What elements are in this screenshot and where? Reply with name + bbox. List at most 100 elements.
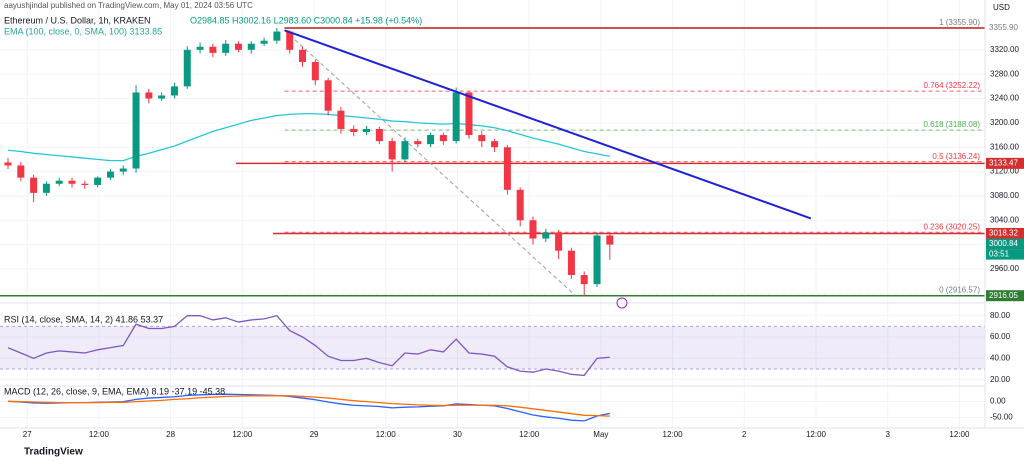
price-tag (986, 22, 1024, 34)
x-tick-label: 12:00 (949, 430, 970, 439)
fib-label: 0.5 (3136.24) (932, 152, 980, 161)
x-tick-label: 12:00 (376, 430, 397, 439)
price-tag (986, 157, 1024, 169)
ohlc: O2984.85 H3002.16 L2983.60 C3000.84 +15.… (190, 15, 422, 25)
candle-body (260, 40, 268, 44)
candle-body (94, 177, 102, 185)
candle-body (439, 135, 447, 142)
candle-body (567, 250, 575, 276)
y-tick-label: 3120.00 (990, 167, 1019, 176)
y-tick-label: 3240.00 (990, 94, 1019, 103)
candle-body (414, 141, 422, 145)
title: Ethereum / U.S. Dollar, 1h, KRAKEN (4, 15, 151, 25)
y-tick-label: 80.00 (990, 311, 1011, 320)
fib-label: 0 (2916.57) (939, 286, 980, 295)
y-tick-label: 3080.00 (990, 191, 1019, 200)
ema-line (7, 113, 610, 162)
candle-body (55, 180, 63, 184)
published: aayushjindal published on TradingView.co… (4, 1, 253, 10)
price-tag-label: 2916.05 (989, 291, 1018, 300)
candle-body (209, 46, 217, 53)
candle-body (427, 135, 435, 145)
x-tick-label: 12:00 (806, 430, 827, 439)
y-tick-label: 3160.00 (990, 142, 1019, 151)
candle-body (388, 141, 396, 160)
trendline (284, 29, 812, 220)
candle-body (42, 183, 50, 193)
countdown: 03:51 (989, 250, 1010, 259)
fib-label: 0.618 (3188.08) (924, 120, 981, 129)
candle-body (491, 141, 499, 148)
candle-body (286, 31, 294, 50)
rsi-band (0, 326, 985, 369)
brand: TradingView (24, 447, 83, 458)
macd-label: MACD (12, 26, close, 9, EMA, EMA) 8.19 -… (4, 386, 225, 396)
candle-body (196, 46, 204, 50)
candle-body (593, 235, 601, 285)
fib-label: 1 (3355.90) (939, 18, 980, 27)
candle-body (234, 43, 242, 50)
signal-line (7, 395, 610, 417)
plot: 27 12:00 28 12:00 29 12:00 30 12:00 May 12:00 2 12:… (0, 0, 1024, 439)
price-tag (986, 227, 1024, 239)
x-tick-label: May (593, 430, 608, 439)
candle-body (17, 165, 25, 178)
candle-body (375, 128, 383, 142)
price-tag (986, 290, 1024, 302)
candle-body (119, 168, 127, 172)
candle-body (247, 43, 255, 50)
price-tag-label: 3000.84 (989, 239, 1018, 248)
y-tick-label: 3200.00 (990, 118, 1019, 127)
y-tick-label: 3280.00 (990, 69, 1019, 78)
candle-body (183, 49, 191, 87)
candle-body (273, 31, 281, 41)
candle-body (4, 162, 12, 166)
candle-body (452, 92, 460, 142)
candle-body (542, 232, 550, 239)
y-tick-label: 40.00 (990, 353, 1011, 362)
candle-body (401, 141, 409, 160)
x-tick-label: 12:00 (89, 430, 110, 439)
y-tick-label: 3040.00 (990, 215, 1019, 224)
countdown-tag (986, 249, 1024, 260)
candle-body (222, 43, 230, 53)
x-tick-label: 12:00 (519, 430, 540, 439)
price-tag-label: 3133.47 (989, 158, 1018, 167)
candle-body (30, 177, 38, 193)
candle-body (478, 135, 486, 142)
candle-body (158, 95, 166, 99)
candle-body (516, 189, 524, 221)
candle-body (503, 147, 511, 190)
x-tick-label: 30 (453, 430, 462, 439)
y-tick-label: 3320.00 (990, 45, 1019, 54)
x-tick-label: 12:00 (663, 430, 684, 439)
candle-body (324, 80, 332, 111)
candle-body (555, 232, 563, 251)
currency: USD (993, 3, 1010, 12)
candle-body (465, 92, 473, 136)
rsi-line (7, 314, 610, 377)
fib-diagonal (284, 29, 576, 296)
candle-body (363, 128, 371, 132)
rsi-label: RSI (14, close, SMA, 14, 2) 41.86 53.37 (4, 314, 163, 324)
candle-body (299, 49, 307, 62)
fib-label: 0.236 (3020.25) (924, 222, 981, 231)
fib-label: 0.764 (3252.22) (924, 81, 981, 90)
candle-body (580, 275, 588, 285)
candle-body (81, 183, 89, 185)
x-tick-label: 3 (885, 430, 890, 439)
x-tick-label: 27 (23, 430, 32, 439)
candle-body (145, 92, 153, 99)
candle-body (132, 92, 140, 169)
candle-body (350, 128, 358, 132)
y-tick-label: 60.00 (990, 332, 1011, 341)
y-tick-label: 0.00 (990, 396, 1006, 405)
event-icon[interactable] (616, 297, 628, 309)
candle-body (606, 235, 614, 245)
candle-body (529, 220, 537, 239)
candle-body (68, 180, 76, 184)
y-tick-label: -50.00 (990, 413, 1013, 422)
y-tick-label: 2960.00 (990, 264, 1019, 273)
ema-label: EMA (100, close, 0, SMA, 100) 3133.85 (4, 26, 162, 36)
